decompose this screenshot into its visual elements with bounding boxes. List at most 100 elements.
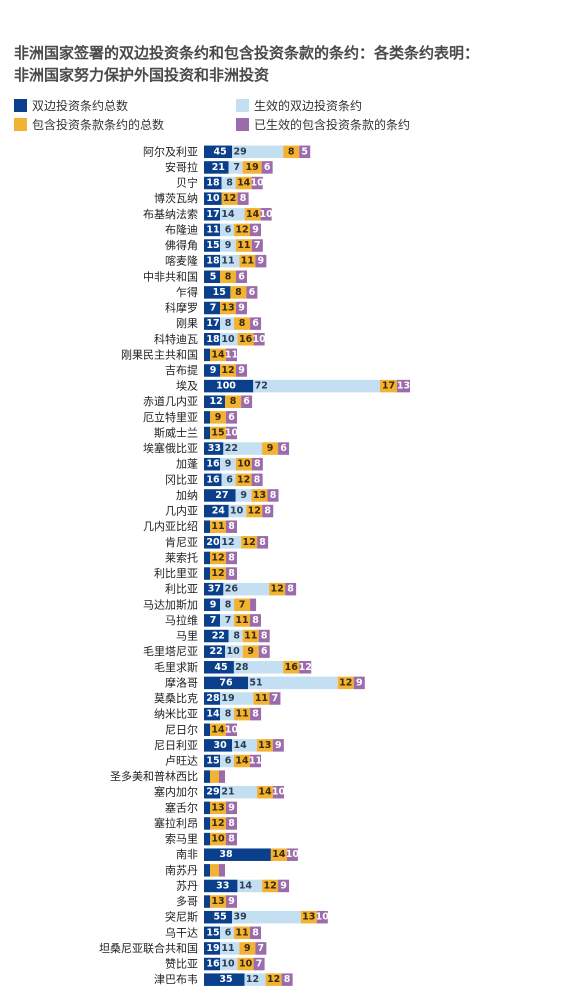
label-bit-total: 10: [206, 193, 220, 204]
label-tip-in-force: 8: [228, 552, 235, 563]
bar-tip-in-force: [258, 645, 270, 658]
label-bit-in-force: 9: [225, 459, 232, 470]
bar-bit-total: [204, 676, 248, 690]
label-tip-in-force: 8: [228, 834, 235, 845]
label-bit-total: 18: [206, 256, 220, 267]
bar-tip-total: [251, 489, 268, 502]
label-tip-in-force: 10: [225, 724, 239, 735]
label-tip-in-force: 6: [228, 412, 235, 423]
bar-tip-total: [241, 536, 258, 549]
bar-bit-total: [204, 520, 210, 533]
bar-bit-in-force: [220, 785, 257, 799]
country-label: 塞舌尔: [165, 800, 198, 814]
label-bit-total: 24: [212, 506, 226, 517]
legend-swatch-bit-total: [14, 99, 27, 112]
bar-tip-total: [230, 286, 247, 299]
label-tip-in-force: 8: [228, 818, 235, 829]
label-tip-total: 7: [239, 599, 246, 610]
bar-tip-total: [283, 145, 300, 159]
bar-tip-total: [235, 239, 252, 252]
label-tip-total: 8: [225, 271, 232, 282]
bar-bit-total: [204, 879, 238, 893]
bar-tip-in-force: [226, 411, 237, 424]
bar-tip-in-force: [272, 739, 284, 752]
bar-bit-total: [204, 895, 210, 908]
label-tip-in-force: 8: [261, 631, 268, 642]
bar-tip-in-force: [285, 582, 297, 596]
label-bit-total: 45: [213, 146, 226, 157]
bar-tip-in-force: [253, 957, 265, 971]
bar-tip-in-force: [226, 348, 237, 362]
label-tip-in-force: 10: [272, 787, 286, 798]
label-tip-in-force: 11: [249, 755, 262, 766]
label-bit-total: 18: [206, 334, 220, 345]
country-label: 南非: [176, 848, 198, 861]
country-label: 南苏丹: [165, 864, 198, 877]
legend-label-bit-in-force: 生效的双边投资条约: [254, 99, 363, 113]
bar-tip-in-force: [219, 864, 225, 877]
bar-bit-in-force: [220, 536, 242, 549]
bar-bit-total: [204, 176, 222, 190]
country-label: 肯尼亚: [165, 536, 198, 549]
bar-tip-total: [262, 879, 279, 893]
bar-tip-total: [265, 973, 282, 986]
label-tip-in-force: 8: [228, 568, 235, 579]
label-bit-total: 14: [206, 709, 220, 720]
bar-tip-total: [235, 473, 252, 487]
label-bit-total: 55: [213, 912, 226, 923]
bar-bit-total: [204, 192, 222, 205]
label-tip-in-force: 10: [260, 209, 274, 220]
country-label: 乌干达: [165, 925, 198, 939]
bar-tip-in-force: [226, 832, 237, 846]
bar-tip-total: [210, 426, 226, 440]
country-label: 加纳: [176, 489, 198, 502]
label-tip-in-force: 8: [252, 709, 259, 720]
label-bit-in-force: 51: [249, 677, 262, 688]
bar-tip-total: [235, 176, 252, 190]
bar-tip-in-force: [226, 426, 237, 440]
label-tip-total: 14: [237, 178, 251, 189]
bar-tip-total: [239, 254, 256, 268]
bar-tip-total: [210, 895, 226, 908]
country-label: 马里: [176, 630, 198, 643]
label-tip-total: 9: [244, 943, 251, 954]
label-tip-in-force: 9: [238, 303, 245, 314]
bar-tip-total: [256, 739, 273, 752]
bar-bit-total: [204, 536, 220, 549]
bar-bit-total: [204, 661, 234, 674]
country-label: 几内亚比绍: [143, 519, 198, 533]
bar-bit-total: [204, 848, 271, 861]
bar-bit-total: [204, 395, 226, 408]
label-tip-in-force: 8: [284, 974, 291, 985]
country-label: 突尼斯: [165, 910, 198, 924]
label-tip-in-force: 8: [287, 584, 294, 595]
country-label: 科特迪瓦: [154, 332, 198, 346]
bar-bit-total: [204, 910, 233, 924]
bar-tip-total: [337, 676, 354, 690]
bar-tip-in-force: [237, 192, 249, 205]
bar-tip-in-force: [250, 598, 257, 612]
bar-bit-total: [204, 473, 222, 487]
label-tip-total: 12: [267, 974, 280, 985]
label-tip-total: 16: [285, 662, 299, 673]
bar-bit-total: [204, 739, 233, 752]
bar-tip-in-force: [226, 551, 237, 565]
bar-tip-in-force: [353, 676, 365, 690]
label-bit-total: 16: [206, 474, 220, 485]
bar-tip-in-force: [257, 536, 269, 549]
country-label: 尼日尔: [165, 723, 198, 736]
label-bit-in-force: 11: [221, 943, 234, 954]
label-tip-in-force: 9: [258, 256, 265, 267]
bar-bit-in-force: [225, 645, 243, 658]
bar-tip-in-force: [281, 973, 293, 986]
country-label: 塞内加尔: [154, 785, 198, 799]
bar-bit-total: [204, 785, 220, 799]
label-bit-total: 15: [213, 287, 226, 298]
bar-tip-total: [235, 457, 252, 471]
bar-tip-in-force: [261, 161, 273, 174]
label-bit-total: 37: [208, 584, 221, 595]
bar-bit-in-force: [220, 692, 254, 705]
label-tip-total: 14: [258, 787, 272, 798]
label-tip-total: 13: [211, 802, 224, 813]
bar-bit-total: [204, 942, 220, 955]
